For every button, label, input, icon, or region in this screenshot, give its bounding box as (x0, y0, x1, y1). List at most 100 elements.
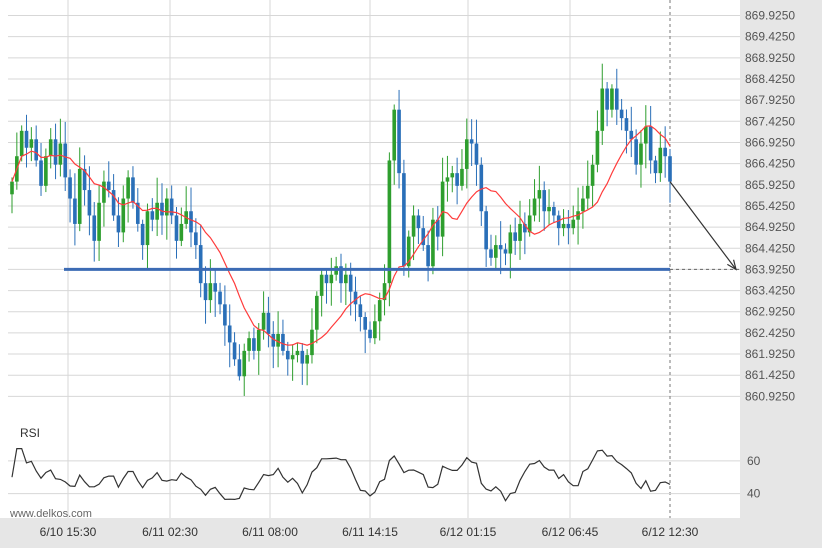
candle-body (648, 126, 653, 161)
y-tick-label: 867.9250 (745, 93, 795, 107)
candle-body (392, 109, 397, 161)
candle-body (174, 215, 179, 241)
candle-body (218, 291, 222, 305)
candle-body (194, 232, 198, 246)
y-tick-label: 864.4250 (745, 241, 795, 255)
candle-body (358, 304, 363, 318)
candle-body (247, 338, 251, 351)
candle-body (590, 164, 595, 186)
y-tick-label: 861.4250 (745, 368, 795, 382)
candle-body (48, 139, 53, 157)
candle-body (266, 312, 271, 334)
candle-body (450, 173, 455, 178)
moving-average-line (11, 125, 671, 346)
candle-body (653, 160, 658, 174)
candle-body (237, 359, 242, 377)
candle-body (285, 350, 290, 360)
candle-body (179, 223, 184, 241)
candle-body (508, 232, 513, 254)
candle-body (484, 211, 488, 250)
candle-body (668, 156, 672, 182)
candle-body (252, 338, 256, 351)
candle-body (135, 202, 140, 224)
candle-body (102, 181, 106, 203)
candle-body (44, 156, 48, 186)
y-tick-label: 868.9250 (745, 51, 795, 65)
candle-body (68, 177, 72, 199)
candle-body (581, 198, 585, 212)
candle-body (276, 333, 280, 347)
candle-body (411, 215, 416, 237)
candle-body (382, 283, 387, 301)
candle-body (537, 190, 542, 199)
candle-body (629, 130, 634, 140)
candle-body (600, 88, 605, 131)
candle-body (131, 177, 135, 203)
candle-body (547, 207, 551, 212)
candle-body (305, 355, 309, 364)
candle-body (39, 160, 43, 186)
candle-body (406, 236, 411, 267)
rsi-line (11, 448, 671, 502)
candle-body (503, 249, 508, 254)
candle-body (614, 88, 619, 110)
candle-body (242, 350, 247, 377)
candle-body (53, 139, 58, 165)
candle-body (261, 312, 266, 330)
candle-body (140, 223, 145, 246)
candle-body (10, 181, 14, 195)
x-tick-label: 6/12 12:30 (642, 525, 699, 539)
candle-body (121, 198, 126, 233)
candle-body (324, 274, 329, 284)
candle-body (34, 139, 39, 161)
x-tick-label: 6/12 01:15 (440, 525, 497, 539)
candle-body (610, 88, 614, 110)
candle-body (24, 130, 29, 148)
candle-body (498, 245, 503, 250)
candle-body (281, 333, 285, 351)
y-tick-label: 866.4250 (745, 157, 795, 171)
y-tick-label: 869.4250 (745, 30, 795, 44)
candle-body (165, 198, 169, 216)
candle-body (198, 245, 203, 284)
y-tick-label: 860.9250 (745, 389, 795, 403)
candle-body (63, 143, 68, 178)
candle-body (605, 88, 609, 110)
candle-body (353, 291, 358, 305)
candle-body (639, 143, 643, 165)
y-tick-label: 868.4250 (745, 72, 795, 86)
candle-body (426, 245, 430, 267)
candle-body (532, 198, 537, 216)
y-tick-label: 861.9250 (745, 347, 795, 361)
candle-body (150, 211, 155, 220)
candle-body (585, 185, 590, 199)
candle-body (474, 143, 479, 165)
y-tick-label: 866.9250 (745, 135, 795, 149)
candle-body (368, 329, 372, 339)
candle-body (271, 333, 276, 347)
candle-body (464, 139, 469, 169)
candle-body (469, 139, 474, 144)
y-tick-label: 869.9250 (745, 9, 795, 23)
candle-body (402, 173, 406, 267)
candle-body (619, 109, 624, 119)
candle-body (527, 215, 532, 233)
y-tick-label: 865.4250 (745, 199, 795, 213)
y-axis-panel (740, 0, 822, 548)
candle-body (421, 228, 426, 246)
candle-body (300, 350, 305, 364)
candle-body (223, 304, 227, 326)
candle-body (87, 190, 92, 216)
candle-body (111, 190, 116, 216)
x-tick-label: 6/12 06:45 (542, 525, 599, 539)
y-tick-label: 863.4250 (745, 284, 795, 298)
candle-body (82, 168, 87, 191)
candle-body (58, 143, 63, 165)
candle-body (208, 283, 213, 301)
candle-body (189, 211, 193, 233)
candle-body (561, 223, 566, 229)
y-tick-label: 863.9250 (745, 262, 795, 276)
candle-body (566, 223, 571, 229)
candle-body (440, 181, 445, 237)
candle-body (556, 215, 561, 229)
